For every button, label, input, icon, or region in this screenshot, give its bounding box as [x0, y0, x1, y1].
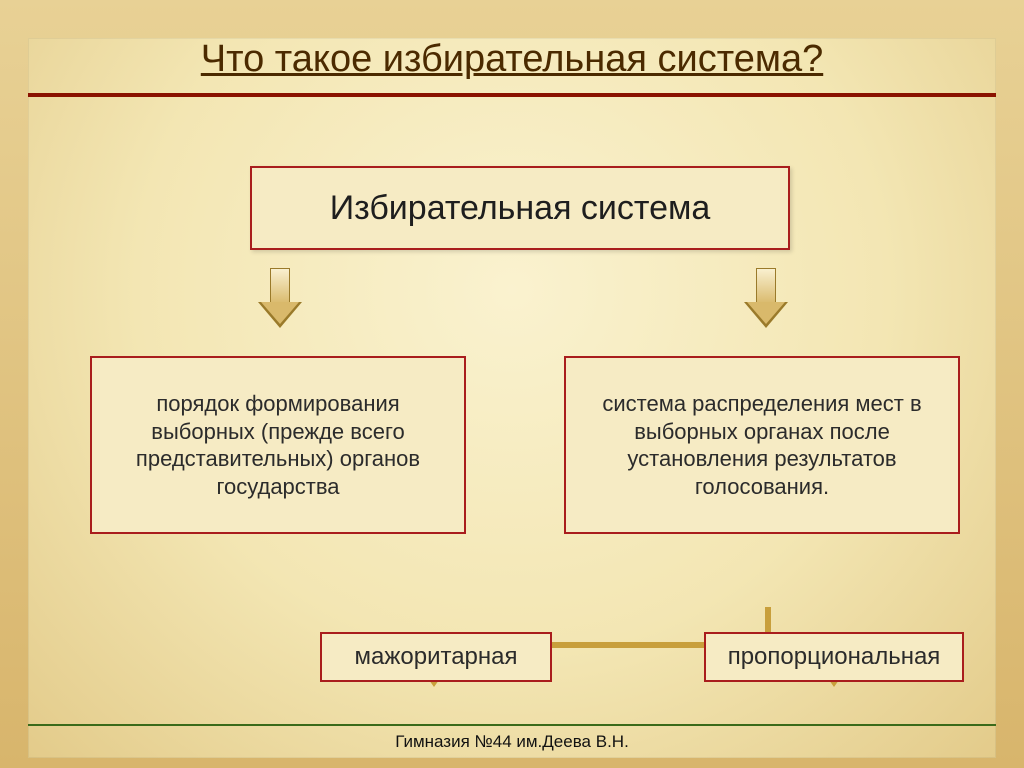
main-concept-label: Избирательная система	[330, 187, 711, 230]
page-title: Что такое избирательная система?	[28, 38, 996, 81]
definition-right-box: система распределения мест в выборных ор…	[564, 356, 960, 534]
title-rule	[28, 93, 996, 97]
arrow-down-icon	[258, 268, 302, 332]
arrow-down-icon	[744, 268, 788, 332]
type-right-box: пропорциональная	[704, 632, 964, 682]
slide: Что такое избирательная система? Избират…	[0, 0, 1024, 768]
slide-inner: Что такое избирательная система? Избират…	[28, 38, 996, 758]
footer-text: Гимназия №44 им.Деева В.Н.	[395, 732, 629, 751]
footer: Гимназия №44 им.Деева В.Н.	[28, 724, 996, 752]
definition-right-text: система распределения мест в выборных ор…	[580, 390, 944, 500]
definition-left-box: порядок формирования выборных (прежде вс…	[90, 356, 466, 534]
type-left-box: мажоритарная	[320, 632, 552, 682]
type-right-label: пропорциональная	[728, 642, 941, 672]
definition-left-text: порядок формирования выборных (прежде вс…	[106, 390, 450, 500]
main-concept-box: Избирательная система	[250, 166, 790, 250]
type-left-label: мажоритарная	[354, 642, 517, 672]
footer-rule	[28, 724, 996, 726]
